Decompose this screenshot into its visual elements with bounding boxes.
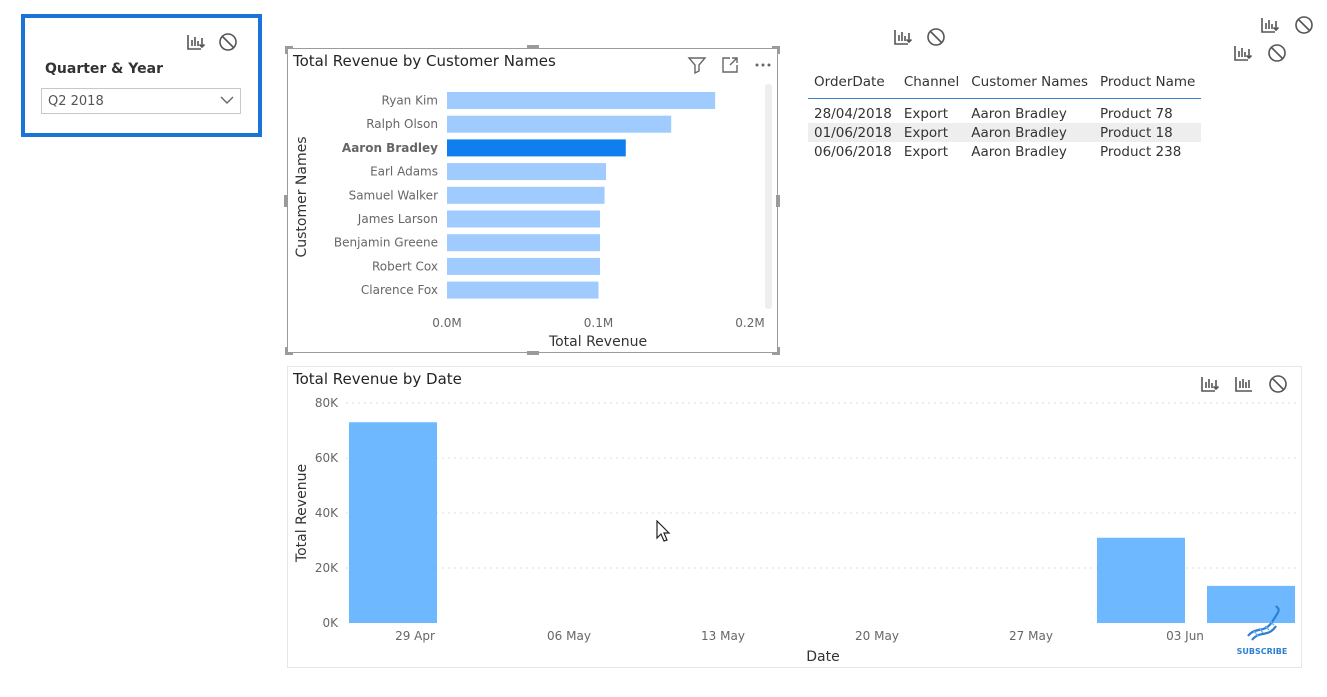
no-filter-icon[interactable] xyxy=(218,32,238,52)
date-bar-chart: 0K 20K 40K 60K 80K 29 Apr 06 May 13 May 20 May 27… xyxy=(294,396,1298,665)
subscribe-watermark[interactable]: SUBSCRIBE xyxy=(1228,602,1296,658)
bar-ryan-kim xyxy=(447,92,716,109)
y-tick-label: 40K xyxy=(315,506,339,520)
customer-revenue-chart[interactable]: Total Revenue by Customer Names Ryan Kim… xyxy=(287,48,778,353)
resize-handle[interactable] xyxy=(776,195,780,207)
x-tick-label: 06 May xyxy=(547,629,591,643)
category-label: Aaron Bradley xyxy=(342,141,438,155)
y-tick-label: 0K xyxy=(322,616,339,630)
filter-icon[interactable] xyxy=(687,55,707,75)
x-tick-label: 29 Apr xyxy=(395,629,435,643)
bar-clarence-fox xyxy=(447,281,599,299)
drill-icon[interactable] xyxy=(1233,43,1253,63)
category-label: Robert Cox xyxy=(372,259,438,273)
resize-handle[interactable] xyxy=(772,347,780,355)
date-revenue-chart[interactable]: Total Revenue by Date 0K 20K 40K 60K 80K 29 A… xyxy=(287,366,1302,668)
x-tick-label: 0.0M xyxy=(432,316,461,330)
no-filter-icon[interactable] xyxy=(1268,374,1288,394)
table-cell: 01/06/2018 xyxy=(808,123,898,142)
x-tick-label: 20 May xyxy=(855,629,899,643)
y-tick-label: 60K xyxy=(315,451,339,465)
x-tick-label: 13 May xyxy=(701,629,745,643)
no-filter-icon[interactable] xyxy=(1294,15,1314,35)
x-tick-label: 27 May xyxy=(1009,629,1053,643)
table-cell: Product 18 xyxy=(1093,123,1202,142)
drill-icon[interactable] xyxy=(186,32,206,52)
resize-handle[interactable] xyxy=(527,45,539,49)
table-row[interactable]: 01/06/2018 Export Aaron Bradley Product … xyxy=(808,123,1202,142)
category-label: James Larson xyxy=(357,212,438,226)
drill-icon[interactable] xyxy=(1260,15,1280,35)
y-tick-label: 80K xyxy=(315,396,339,410)
chevron-down-icon xyxy=(220,96,234,104)
slicer-dropdown[interactable]: Q2 2018 xyxy=(41,88,241,114)
subscribe-label: SUBSCRIBE xyxy=(1237,647,1288,656)
x-axis-title: Date xyxy=(806,649,839,665)
customer-bar-chart: Ryan Kim Ralph Olson Aaron Bradley Earl Ada… xyxy=(294,84,772,350)
table-cell: Export xyxy=(903,144,949,160)
table-cell: Export xyxy=(897,123,966,142)
hierarchy-icon[interactable] xyxy=(1234,374,1254,394)
table-row[interactable]: 28/04/2018 Export Aaron Bradley Product … xyxy=(808,99,1201,124)
bar-ralph-olson xyxy=(447,115,672,133)
table-cell: Product 78 xyxy=(1099,106,1173,122)
resize-handle[interactable] xyxy=(285,46,293,54)
category-label: Earl Adams xyxy=(370,165,438,179)
y-axis-title: Customer Names xyxy=(294,136,310,257)
column-header[interactable]: Customer Names xyxy=(965,70,1094,99)
bar-benjamin-greene xyxy=(447,234,601,252)
scrollbar xyxy=(765,84,772,309)
bar-james-larson xyxy=(447,210,601,228)
bar-aaron-bradley xyxy=(447,139,626,157)
table-cell: Product 238 xyxy=(1099,144,1182,160)
x-tick-label: 0.1M xyxy=(584,316,613,330)
x-tick-label: 0.2M xyxy=(735,316,764,330)
column-header[interactable]: Channel xyxy=(897,70,966,99)
resize-handle[interactable] xyxy=(284,195,288,207)
x-axis-title: Total Revenue xyxy=(548,334,647,350)
focus-mode-icon[interactable] xyxy=(720,55,740,75)
column-header[interactable]: OrderDate xyxy=(808,70,898,99)
drill-icon[interactable] xyxy=(893,27,913,47)
category-label: Ralph Olson xyxy=(366,117,438,131)
quarter-year-slicer[interactable]: Quarter & Year Q2 2018 xyxy=(21,14,262,137)
category-label: Ryan Kim xyxy=(382,94,438,108)
no-filter-icon[interactable] xyxy=(926,27,946,47)
date-chart-title: Total Revenue by Date xyxy=(293,370,462,388)
bar-samuel-walker xyxy=(447,186,605,204)
no-filter-icon[interactable] xyxy=(1267,43,1287,63)
table-cell: 06/06/2018 xyxy=(814,144,892,160)
y-axis-title: Total Revenue xyxy=(294,464,310,563)
resize-handle[interactable] xyxy=(527,351,539,355)
table-cell: Aaron Bradley xyxy=(965,123,1094,142)
category-label: Benjamin Greene xyxy=(334,236,438,250)
table-cell: 28/04/2018 xyxy=(814,106,892,122)
column-header[interactable]: Product Name xyxy=(1093,70,1202,99)
table-cell: Aaron Bradley xyxy=(971,106,1067,122)
slicer-title: Quarter & Year xyxy=(45,61,163,77)
slicer-selected-value: Q2 2018 xyxy=(48,94,104,109)
more-options-icon[interactable] xyxy=(753,55,773,75)
category-label: Samuel Walker xyxy=(349,188,438,202)
x-tick-label: 03 Jun xyxy=(1166,629,1204,643)
orders-table[interactable]: OrderDate Channel Customer Names Product… xyxy=(808,70,1202,161)
mouse-cursor-icon xyxy=(656,520,671,542)
resize-handle[interactable] xyxy=(285,347,293,355)
table-cell: Aaron Bradley xyxy=(971,144,1067,160)
date-bar-2018-06-06 xyxy=(1207,585,1295,623)
resize-handle[interactable] xyxy=(772,46,780,54)
table-header-row: OrderDate Channel Customer Names Product… xyxy=(808,70,1202,99)
dna-icon xyxy=(1247,605,1280,641)
table-cell: Export xyxy=(903,106,949,122)
category-label: Clarence Fox xyxy=(361,283,438,297)
drill-icon[interactable] xyxy=(1200,374,1220,394)
customer-chart-title: Total Revenue by Customer Names xyxy=(293,52,556,70)
bar-earl-adams xyxy=(447,163,607,181)
bar-robert-cox xyxy=(447,257,601,275)
y-tick-label: 20K xyxy=(315,561,339,575)
date-bar-2018-06-01 xyxy=(1097,537,1185,623)
date-bar-2018-04-28 xyxy=(349,422,437,623)
table-row[interactable]: 06/06/2018 Export Aaron Bradley Product … xyxy=(808,142,1201,161)
